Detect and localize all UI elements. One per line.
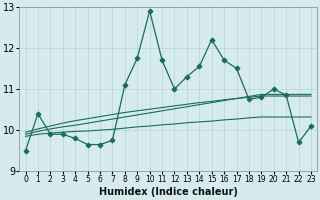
X-axis label: Humidex (Indice chaleur): Humidex (Indice chaleur) <box>99 187 238 197</box>
